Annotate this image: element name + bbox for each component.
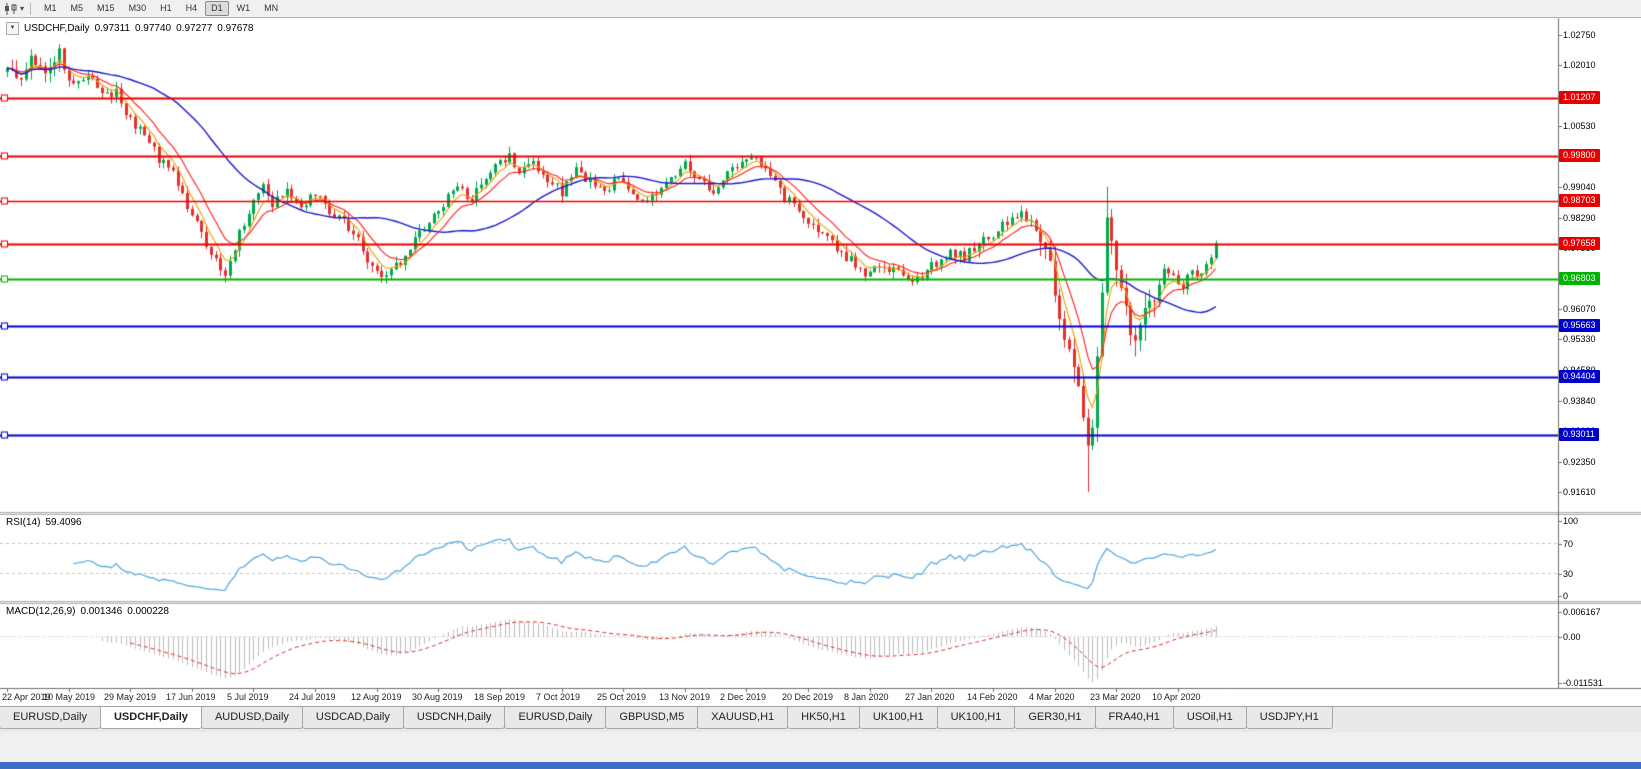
timeframe-button-h4[interactable]: H4: [185, 3, 198, 13]
chart-type-dropdown-icon[interactable]: ▾: [20, 4, 25, 13]
status-area: [0, 732, 1641, 762]
chart-tab-usdjpy-h1[interactable]: USDJPY,H1: [1245, 707, 1333, 729]
chart-tab-eurusd-daily[interactable]: EURUSD,Daily: [504, 707, 607, 729]
chart-tab-usoil-h1[interactable]: USOil,H1: [1172, 707, 1247, 729]
chart-tab-hk50-h1[interactable]: HK50,H1: [787, 707, 860, 729]
hline-price-label[interactable]: 0.94404: [1559, 370, 1600, 384]
chart-tab-usdchf-daily[interactable]: USDCHF,Daily: [99, 707, 202, 729]
timeframe-button-w1[interactable]: W1: [236, 3, 251, 13]
toolbar-separator: [30, 2, 32, 15]
timeframe-button-m5[interactable]: M5: [70, 3, 84, 13]
timeframe-button-m15[interactable]: M15: [97, 3, 115, 13]
chart-tab-uk100-h1[interactable]: UK100,H1: [858, 707, 938, 729]
chart-tab-gbpusd-m5[interactable]: GBPUSD,M5: [605, 707, 699, 729]
timeframe-button-h1[interactable]: H1: [160, 3, 172, 13]
chart-tab-bar: EURUSD,Daily USDCHF,Daily AUDUSD,Daily USDC…: [0, 706, 1641, 732]
timeframe-toolbar: ▾ M1 M5 M15 M30 H1 H4 D1 W1 MN: [0, 0, 1641, 18]
chart-tab-usdcnh-daily[interactable]: USDCNH,Daily: [402, 707, 506, 729]
hline-price-label[interactable]: 0.95663: [1559, 318, 1600, 332]
hline-price-label[interactable]: 0.93011: [1559, 427, 1599, 441]
hline-price-label[interactable]: 1.01207: [1559, 91, 1600, 105]
chart-tab-ger30-h1[interactable]: GER30,H1: [1014, 707, 1096, 729]
candlestick-chart-icon[interactable]: [4, 2, 18, 15]
timeframe-button-mn[interactable]: MN: [264, 3, 279, 13]
chart-tab-audusd-daily[interactable]: AUDUSD,Daily: [200, 707, 303, 729]
chart-tab-eurusd-daily[interactable]: EURUSD,Daily: [0, 707, 101, 729]
hline-price-label[interactable]: 0.97658: [1559, 236, 1600, 250]
chart-tab-usdcad-daily[interactable]: USDCAD,Daily: [301, 707, 404, 729]
hline-price-label[interactable]: 0.98703: [1559, 194, 1600, 208]
chart-tab-uk100-h1[interactable]: UK100,H1: [936, 707, 1016, 729]
collapse-chart-icon[interactable]: ▼: [6, 22, 19, 35]
timeframe-button-d1[interactable]: D1: [205, 1, 229, 16]
hline-price-label[interactable]: 0.96803: [1559, 271, 1600, 285]
chart-tab-xauusd-h1[interactable]: XAUUSD,H1: [697, 707, 789, 729]
timeframe-button-m30[interactable]: M30: [128, 3, 147, 13]
window-bottom-edge: [0, 762, 1641, 769]
chart-tab-fra40-h1[interactable]: FRA40,H1: [1094, 707, 1174, 729]
timeframe-button-group: M1 M5 M15 M30 H1 H4 D1 W1 MN: [37, 1, 285, 16]
timeframe-button-m1[interactable]: M1: [44, 3, 57, 13]
hline-price-label[interactable]: 0.99800: [1559, 149, 1600, 163]
